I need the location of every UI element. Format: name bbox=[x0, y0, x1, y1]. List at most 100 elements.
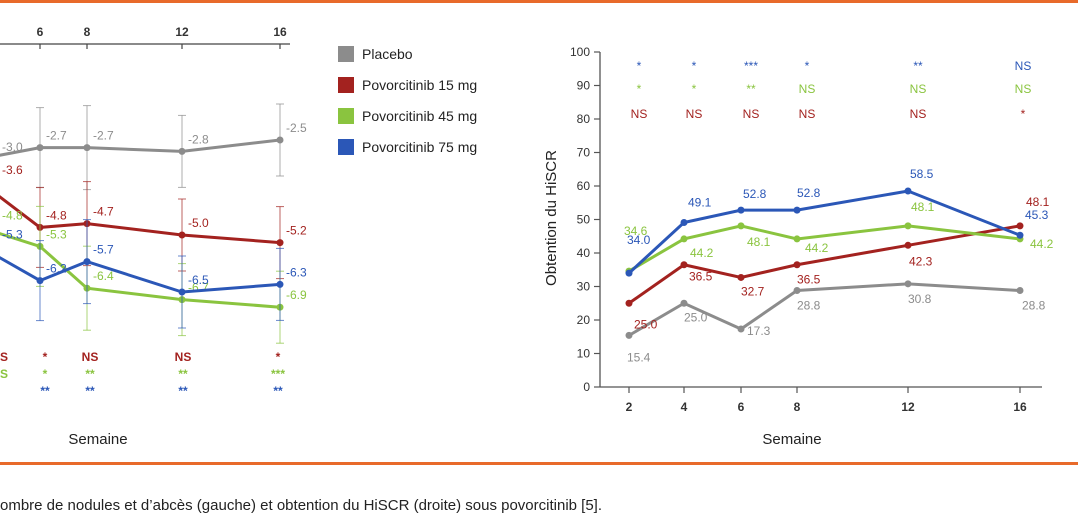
figure-caption: ombre de nodules et d’abcès (gauche) et … bbox=[0, 497, 602, 514]
right-chart: 0 10 20 30 40 50 60 70 80 90 100 2 4 6 8 12 16 Obtention … bbox=[543, 45, 1054, 448]
right-significance-p45: ** bbox=[746, 82, 756, 96]
right-significance-p15: NS bbox=[799, 107, 816, 121]
left-significance-p45: ** bbox=[85, 367, 95, 381]
right-data-point bbox=[904, 280, 912, 288]
left-data-point bbox=[178, 231, 186, 239]
right-y-tick-label: 90 bbox=[577, 79, 591, 93]
left-significance-p75: ** bbox=[40, 384, 50, 398]
left-significance-p15: S bbox=[0, 350, 8, 364]
left-data-label: -6.2 bbox=[46, 262, 67, 276]
left-data-point bbox=[36, 144, 44, 152]
left-data-point bbox=[178, 147, 186, 155]
left-data-label: -3.6 bbox=[2, 163, 23, 177]
right-significance-p15: NS bbox=[631, 107, 648, 121]
legend-swatch-p45 bbox=[338, 108, 354, 124]
right-significance-p75: * bbox=[692, 59, 697, 73]
left-significance-p15: * bbox=[43, 350, 48, 364]
right-data-point bbox=[793, 287, 801, 295]
right-series-p45: 34.6 44.2 48.1 44.2 48.1 44.2 bbox=[624, 200, 1054, 275]
right-data-label: 36.5 bbox=[797, 273, 821, 287]
right-x-axis-title: Semaine bbox=[762, 431, 821, 448]
left-data-label: -5.3 bbox=[2, 227, 23, 241]
right-data-label: 28.8 bbox=[1022, 299, 1046, 313]
right-x-tick-label: 8 bbox=[794, 400, 801, 414]
legend-label-p75: Povorcitinib 75 mg bbox=[362, 139, 477, 155]
legend-label-p15: Povorcitinib 15 mg bbox=[362, 77, 477, 93]
right-data-point bbox=[904, 222, 912, 230]
right-y-tick-label: 60 bbox=[577, 179, 591, 193]
right-data-point bbox=[680, 219, 688, 227]
legend-label-p45: Povorcitinib 45 mg bbox=[362, 108, 477, 124]
left-data-label: -4.8 bbox=[46, 208, 67, 222]
right-data-point bbox=[680, 235, 688, 243]
right-data-label: 48.1 bbox=[911, 200, 935, 214]
left-data-label: -6.5 bbox=[188, 273, 209, 287]
right-x-tick-label: 2 bbox=[626, 400, 633, 414]
left-data-label: -5.0 bbox=[188, 216, 209, 230]
legend-swatch-p75 bbox=[338, 139, 354, 155]
right-data-point bbox=[737, 206, 745, 214]
left-data-label: -2.8 bbox=[188, 132, 209, 146]
left-x-tick-label: 16 bbox=[273, 25, 287, 39]
right-y-tick-label: 10 bbox=[577, 347, 591, 361]
left-data-label: -3.0 bbox=[2, 140, 23, 154]
right-data-point bbox=[793, 206, 801, 214]
left-significance-p15: NS bbox=[82, 350, 99, 364]
bottom-rule bbox=[0, 462, 1078, 465]
legend-swatch-p15 bbox=[338, 77, 354, 93]
right-data-point bbox=[737, 273, 745, 281]
right-significance-p15: NS bbox=[686, 107, 703, 121]
left-data-label: -2.5 bbox=[286, 121, 307, 135]
right-line-p15 bbox=[628, 224, 1021, 305]
left-significance-p15: NS bbox=[175, 350, 192, 364]
right-y-tick-label: 70 bbox=[577, 146, 591, 160]
left-data-label: -4.8 bbox=[2, 208, 23, 222]
left-data-point bbox=[83, 144, 91, 152]
right-line-p75 bbox=[627, 189, 1021, 275]
right-data-label: 15.4 bbox=[627, 350, 651, 364]
left-significance-p75: ** bbox=[85, 384, 95, 398]
left-chart: 6 8 12 16 Semaine -3.0 -2.7 -2.7 -2.8 -2.5 -3.6 -4.… bbox=[0, 25, 307, 448]
left-x-tick-label: 12 bbox=[175, 25, 189, 39]
left-data-label: -5.2 bbox=[286, 224, 307, 238]
right-data-point bbox=[904, 241, 912, 249]
right-line-p45 bbox=[628, 224, 1021, 273]
left-x-tick-label: 8 bbox=[84, 25, 91, 39]
left-data-label: -6.4 bbox=[93, 269, 114, 283]
right-data-label: 48.1 bbox=[1026, 195, 1050, 209]
right-data-point bbox=[737, 325, 745, 333]
top-rule bbox=[0, 0, 1078, 3]
left-series-placebo: -3.0 -2.7 -2.7 -2.8 -2.5 bbox=[0, 103, 307, 191]
left-data-label: -2.7 bbox=[46, 129, 67, 143]
right-data-point bbox=[1016, 222, 1024, 230]
left-data-label: -2.7 bbox=[93, 129, 114, 143]
left-data-label: -6.9 bbox=[286, 288, 307, 302]
right-data-label: 52.8 bbox=[743, 187, 767, 201]
right-data-label: 52.8 bbox=[797, 186, 821, 200]
right-data-label: 25.0 bbox=[634, 317, 658, 331]
left-significance-p75: ** bbox=[178, 384, 188, 398]
left-data-label: -5.7 bbox=[93, 243, 114, 257]
right-significance-p75: NS bbox=[1015, 59, 1032, 73]
right-data-label: 58.5 bbox=[910, 167, 934, 181]
right-data-label: 34.0 bbox=[627, 233, 651, 247]
left-x-axis-title: Semaine bbox=[68, 431, 127, 448]
right-data-point bbox=[625, 299, 633, 307]
right-y-tick-label: 20 bbox=[577, 313, 591, 327]
right-data-label: 36.5 bbox=[689, 270, 713, 284]
right-significance-p15: NS bbox=[743, 107, 760, 121]
left-x-tick-label: 6 bbox=[37, 25, 44, 39]
right-y-tick-label: 40 bbox=[577, 246, 591, 260]
right-significance-p45: * bbox=[692, 82, 697, 96]
right-data-label: 48.1 bbox=[747, 235, 771, 249]
right-y-tick-label: 100 bbox=[570, 45, 590, 59]
right-significance-p45: NS bbox=[1015, 82, 1032, 96]
right-significance-p15: NS bbox=[910, 107, 927, 121]
right-data-point bbox=[793, 235, 801, 243]
right-data-label: 34.6 bbox=[624, 224, 648, 238]
right-data-label: 42.3 bbox=[909, 254, 933, 268]
left-significance-p75: ** bbox=[273, 384, 283, 398]
right-y-tick-label: 50 bbox=[577, 213, 591, 227]
right-data-point bbox=[680, 261, 688, 269]
legend-swatch-placebo bbox=[338, 46, 354, 62]
